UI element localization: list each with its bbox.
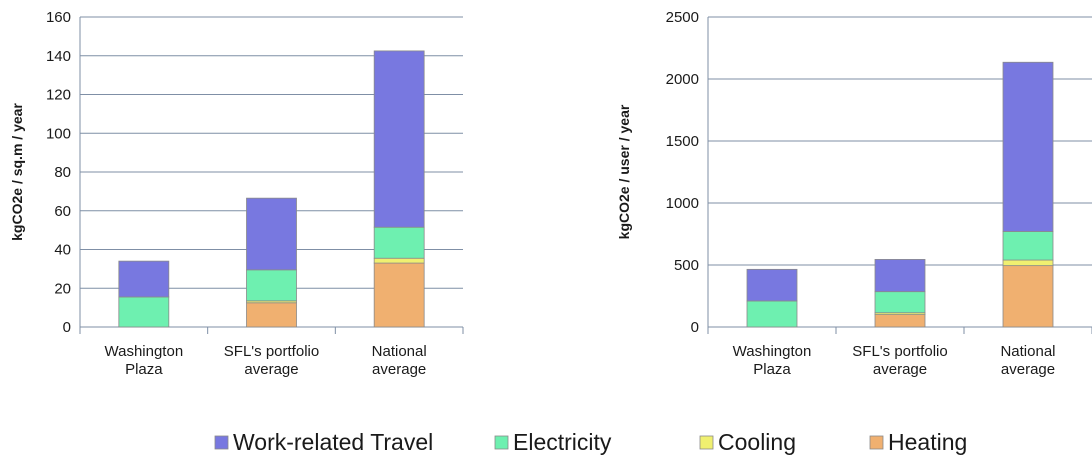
- x-category-label: Plaza: [125, 361, 163, 378]
- y-tick-label: 500: [674, 257, 699, 274]
- y-tick-label: 2000: [666, 71, 699, 88]
- bar-segment-work-related-travel: [118, 260, 170, 298]
- y-tick-label: 40: [54, 242, 71, 259]
- bar-segment-cooling: [373, 257, 425, 264]
- bar-segment-work-related-travel: [246, 197, 297, 271]
- y-tick-label: 80: [54, 164, 71, 181]
- y-tick-label: 2500: [666, 9, 699, 26]
- x-category-label: average: [244, 361, 298, 378]
- y-tick-label: 0: [691, 319, 699, 336]
- legend-label: Heating: [888, 429, 967, 455]
- bar-segment-electricity: [118, 296, 170, 328]
- x-category-label: average: [873, 361, 927, 378]
- legend: Work-related Travel Electricity Cooling Hea…: [214, 429, 967, 455]
- bar-segment-electricity: [746, 300, 798, 328]
- bar-segment-work-related-travel: [746, 268, 798, 302]
- bar-segment-electricity: [246, 269, 297, 302]
- legend-swatch: [214, 435, 229, 450]
- x-category-label: National: [372, 343, 427, 360]
- x-category-label: Washington: [733, 343, 812, 360]
- legend-swatch: [494, 435, 509, 450]
- bar-segment-electricity: [1002, 231, 1054, 261]
- legend-swatch: [699, 435, 714, 450]
- y-tick-label: 1000: [666, 195, 699, 212]
- x-category-label: SFL's portfolio: [852, 343, 947, 360]
- bar-segment-heating: [1002, 265, 1054, 328]
- y-tick-label: 1500: [666, 133, 699, 150]
- y-tick-label: 100: [46, 125, 71, 142]
- bar-segment-work-related-travel: [874, 259, 926, 293]
- x-category-label: average: [1001, 361, 1055, 378]
- y-tick-label: 120: [46, 87, 71, 104]
- legend-label: Work-related Travel: [233, 429, 433, 455]
- bar-segment-electricity: [373, 226, 425, 259]
- y-axis-title: kgCO2e / user / year: [616, 104, 632, 239]
- bar-segment-heating: [373, 262, 425, 328]
- bar-segment-work-related-travel: [373, 50, 425, 228]
- x-category-label: SFL's portfolio: [224, 343, 319, 360]
- legend-label: Cooling: [718, 429, 796, 455]
- bar-segment-heating: [246, 302, 297, 328]
- bar-segment-cooling: [1002, 259, 1054, 267]
- bar-segment-electricity: [874, 291, 926, 314]
- y-tick-label: 20: [54, 280, 71, 297]
- y-tick-label: 0: [63, 319, 71, 336]
- x-category-label: Washington: [105, 343, 184, 360]
- legend-label: Electricity: [513, 429, 612, 455]
- y-tick-label: 140: [46, 48, 71, 65]
- legend-swatch: [869, 435, 884, 450]
- y-axis-title: kgCO2e / sq.m / year: [9, 103, 25, 241]
- x-category-label: average: [372, 361, 426, 378]
- bar-segment-work-related-travel: [1002, 61, 1054, 232]
- x-category-label: National: [1000, 343, 1055, 360]
- bar-segment-heating: [874, 314, 926, 328]
- x-category-label: Plaza: [753, 361, 791, 378]
- y-tick-label: 60: [54, 203, 71, 220]
- y-tick-label: 160: [46, 9, 71, 26]
